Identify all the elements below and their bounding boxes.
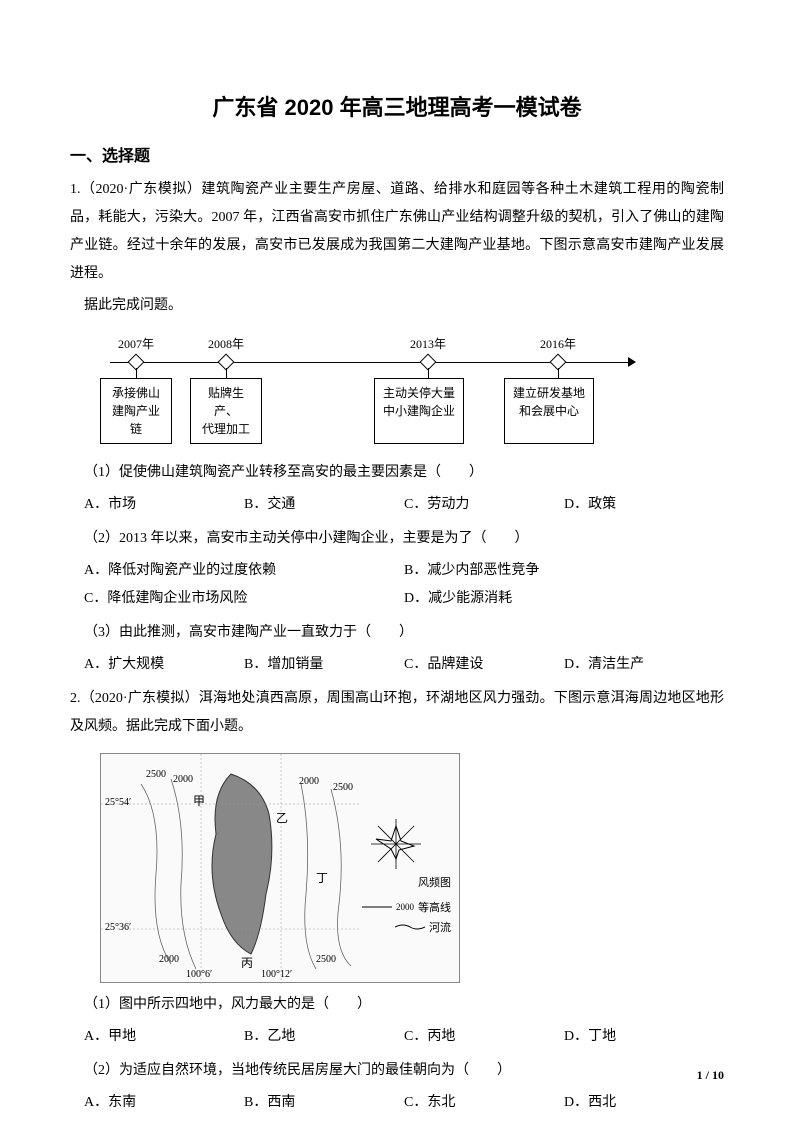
q1-sub3: （3）由此推测，高安市建陶产业一直致力于（ ） [70, 619, 724, 647]
map-svg [101, 754, 461, 984]
legend-contour: 2000 等高线 [362, 899, 451, 915]
q1-sub2: （2）2013 年以来，高安市主动关停中小建陶企业，主要是为了（ ） [70, 525, 724, 553]
timeline-figure: 2007年 2008年 2013年 2016年 承接佛山 建陶产业链 贴牌生产、… [100, 335, 640, 444]
option-b: B．西南 [244, 1089, 404, 1117]
contour-label: 2000 [159, 954, 179, 965]
contour-label: 2500 [146, 769, 166, 780]
page-title: 广东省 2020 年高三地理高考一模试卷 [70, 90, 724, 122]
year-2008: 2008年 [190, 335, 262, 352]
option-d: D．减少能源消耗 [404, 585, 724, 613]
option-a: A．甲地 [84, 1023, 244, 1051]
option-a: A．市场 [84, 491, 244, 519]
option-c: C．降低建陶企业市场风险 [84, 585, 404, 613]
option-d: D．政策 [564, 491, 724, 519]
q2-sub1: （1）图中所示四地中，风力最大的是（ ） [70, 991, 724, 1019]
option-c: C．劳动力 [404, 491, 564, 519]
q1-sub1-options: A．市场 B．交通 C．劳动力 D．政策 [70, 491, 724, 519]
q1-prompt: 据此完成问题。 [70, 292, 724, 320]
option-c: C．品牌建设 [404, 651, 564, 679]
option-a: A．扩大规模 [84, 651, 244, 679]
option-b: B．减少内部恶性竞争 [404, 557, 724, 585]
point-bing: 丙 [241, 954, 253, 971]
q2-stem: 2.（2020·广东模拟）洱海地处滇西高原，周围高山环抱，环湖地区风力强劲。下图… [70, 685, 724, 741]
option-b: B．乙地 [244, 1023, 404, 1051]
legend-river: 河流 [395, 919, 451, 935]
lon-label-1: 100°6′ [186, 969, 212, 980]
arrow-right-icon [628, 357, 636, 367]
lon-label-2: 100°12′ [261, 969, 292, 980]
q1-sub3-options: A．扩大规模 B．增加销量 C．品牌建设 D．清洁生产 [70, 651, 724, 679]
timeline-box-1: 承接佛山 建陶产业链 [100, 378, 172, 444]
lat-label-2: 25°36′ [105, 922, 131, 933]
q1-sub2-options: A．降低对陶瓷产业的过度依赖 B．减少内部恶性竞争 C．降低建陶企业市场风险 D… [70, 557, 724, 613]
point-jia: 甲 [193, 792, 205, 809]
contour-label: 2500 [333, 782, 353, 793]
option-d: D．清洁生产 [564, 651, 724, 679]
q2-sub2: （2）为适应自然环境，当地传统民居房屋大门的最佳朝向为（ ） [70, 1057, 724, 1085]
section-header: 一、选择题 [70, 142, 724, 166]
contour-label: 2000 [173, 774, 193, 785]
q1-stem: 1.（2020·广东模拟）建筑陶瓷产业主要生产房屋、道路、给排水和庭园等各种土木… [70, 176, 724, 288]
map-figure: 25°54′ 25°36′ 100°6′ 100°12′ 2500 2000 2… [100, 753, 460, 983]
option-b: B．交通 [244, 491, 404, 519]
option-a: A．东南 [84, 1089, 244, 1117]
timeline-box-3: 主动关停大量 中小建陶企业 [374, 378, 464, 444]
lat-label-1: 25°54′ [105, 797, 131, 808]
q2-sub2-options: A．东南 B．西南 C．东北 D．西北 [70, 1089, 724, 1117]
point-ding: 丁 [316, 869, 328, 886]
option-c: C．东北 [404, 1089, 564, 1117]
contour-label: 2000 [299, 776, 319, 787]
q2-sub1-options: A．甲地 B．乙地 C．丙地 D．丁地 [70, 1023, 724, 1051]
year-2007: 2007年 [100, 335, 172, 352]
contour-label: 2500 [316, 954, 336, 965]
option-d: D．西北 [564, 1089, 724, 1117]
q1-sub1: （1）促使佛山建筑陶瓷产业转移至高安的最主要因素是（ ） [70, 459, 724, 487]
year-2016: 2016年 [522, 335, 594, 352]
option-c: C．丙地 [404, 1023, 564, 1051]
page-number: 1 / 10 [697, 1068, 724, 1083]
point-yi: 乙 [276, 809, 288, 826]
option-a: A．降低对陶瓷产业的过度依赖 [84, 557, 404, 585]
timeline-box-4: 建立研发基地 和会展中心 [504, 378, 594, 444]
legend-rose: 风频图 [418, 874, 451, 890]
year-2013: 2013年 [392, 335, 464, 352]
timeline-axis [100, 354, 640, 372]
option-d: D．丁地 [564, 1023, 724, 1051]
timeline-box-2: 贴牌生产、 代理加工 [190, 378, 262, 444]
option-b: B．增加销量 [244, 651, 404, 679]
